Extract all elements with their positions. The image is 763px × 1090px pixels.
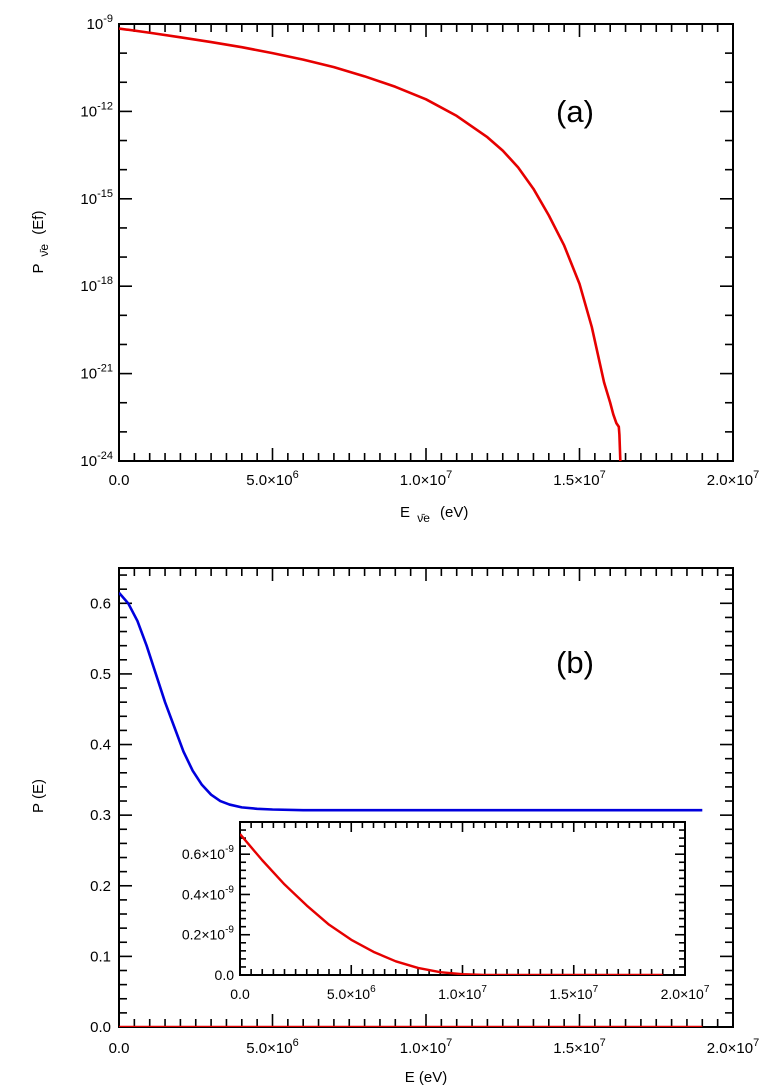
y-tick-label: 0.2×10-9 [182,925,235,943]
panel-a-frame [118,23,734,462]
x-tick-label: 0.0 [109,1040,130,1057]
x-tick-label: 2.0×107 [707,469,759,489]
y-tick-label: 0.3 [90,807,111,824]
x-tick-label: 1.5×107 [553,1037,605,1057]
x-tick-label: 2.0×107 [707,1037,759,1057]
x-tick-label: 0.0 [230,986,250,1002]
x-tick-label: 1.5×107 [549,984,598,1002]
x-tick-label: 1.0×107 [400,1037,452,1057]
panel-b: 0.0 5.0×106 1.0×107 1.5×107 2.0×107 0.0 0.1 0.2… [30,567,759,1086]
x-tick-label: 1.5×107 [553,469,605,489]
y-tick-label: 10-24 [80,450,113,470]
y-tick-label: 0.5 [90,666,111,683]
x-tick-label: 1.0×107 [438,984,487,1002]
inset-ticks [239,821,686,976]
inset-series [240,833,663,975]
panel-a-x-axis-label: E ν̄e (eV) [400,504,468,526]
panel-b-y-axis-label: P (E) [30,779,47,813]
y-tick-label: 10-21 [80,363,113,383]
x-tick-label: 5.0×106 [246,469,298,489]
panel-a-tick-labels: 0.0 5.0×106 1.0×107 1.5×107 2.0×107 10-24 10-2… [80,13,759,489]
panel-a-ticks [118,23,734,462]
panel-b-label: (b) [556,645,594,680]
panel-a-y-axis-label: P ν̄e (Ef) [30,211,52,274]
panel-a-series [119,27,622,461]
y-tick-label: 0.0 [215,967,235,983]
series-line-0 [119,591,703,812]
y-tick-label: 0.4 [90,737,111,754]
panel-b-x-axis-label: E (eV) [405,1069,448,1086]
x-tick-label: 2.0×107 [661,984,710,1002]
x-tick-label: 0.0 [109,472,130,489]
y-tick-label: 0.6 [90,595,111,612]
series-line-0 [119,27,622,461]
panel-b-tick-labels: 0.0 5.0×106 1.0×107 1.5×107 2.0×107 0.0 0.1 0.2… [90,595,759,1057]
y-tick-label: 0.0 [90,1019,111,1036]
x-tick-label: 1.0×107 [400,469,452,489]
y-tick-label: 10-15 [80,188,113,208]
y-tick-label: 10-12 [80,100,113,120]
x-tick-label: 5.0×106 [327,984,376,1002]
inset-background [240,822,685,975]
y-tick-label: 0.1 [90,948,111,965]
series-line-0 [240,833,663,975]
y-tick-label: 10-18 [80,275,113,295]
inset-tick-labels: 0.0 5.0×106 1.0×107 1.5×107 2.0×107 0.0 0.2×10… [182,844,710,1002]
y-tick-label: 0.2 [90,878,111,895]
panel-a: 0.0 5.0×106 1.0×107 1.5×107 2.0×107 10-24 10-2… [30,13,759,526]
y-tick-label: 0.6×10-9 [182,844,235,862]
panel-a-label: (a) [556,94,594,129]
x-tick-label: 5.0×106 [246,1037,298,1057]
panel-b-series [119,591,703,1027]
y-tick-label: 0.4×10-9 [182,884,235,902]
y-tick-label: 10-9 [87,13,113,33]
panel-b-inset: 0.0 5.0×106 1.0×107 1.5×107 2.0×107 0.0 0.2×10… [182,821,710,1002]
